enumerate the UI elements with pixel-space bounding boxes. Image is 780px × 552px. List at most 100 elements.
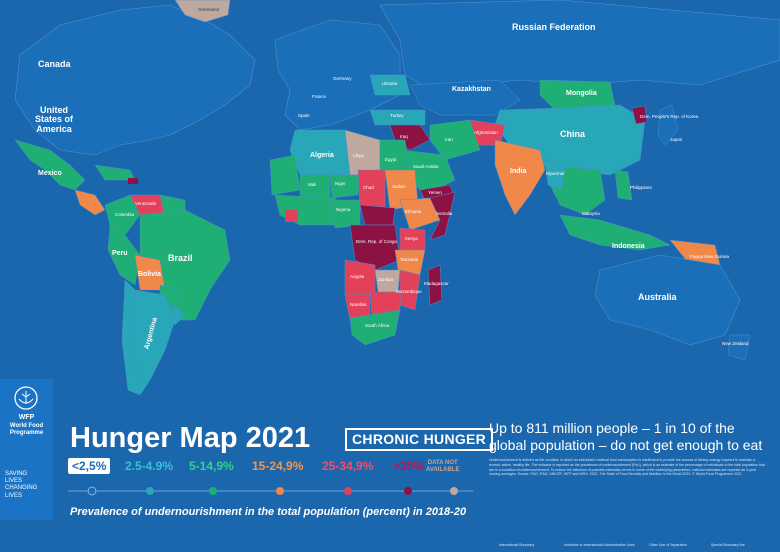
label-nigeria: Nigeria xyxy=(336,207,351,212)
label-niger: Niger xyxy=(335,181,346,186)
headline-text: Up to 811 million people – 1 in 10 of th… xyxy=(489,420,763,453)
map-caption: Prevalence of undernourishment in the to… xyxy=(70,506,467,518)
iran-region xyxy=(429,119,481,161)
logo-abbr: WFP xyxy=(18,414,35,421)
north-america-landmass xyxy=(14,4,256,156)
boundary-legend: International Boundary Armistice or Inte… xyxy=(489,543,769,549)
label-kenya: Kenya xyxy=(405,236,418,241)
logo-name: World Food Programme xyxy=(0,423,53,437)
label-iran: Iran xyxy=(445,137,453,142)
iraq-syria-region xyxy=(389,124,431,151)
label-kazakhstan: Kazakhstan xyxy=(452,86,491,93)
scale-dot-0 xyxy=(87,486,97,496)
legend-item-1: 2.5-4.9% xyxy=(125,459,174,473)
label-turkey: Turkey xyxy=(390,113,404,118)
label-afghanistan: Afghanistan xyxy=(474,130,498,135)
label-dprk: Dem. People's Rep. of Korea xyxy=(640,114,699,119)
label-libya: Libya xyxy=(353,153,364,158)
label-france: France xyxy=(312,94,327,99)
australia-region xyxy=(594,254,741,346)
legend: <2,5% 2.5-4.9% 5-14,9% 15-24,9% 25-34,9%… xyxy=(68,458,473,476)
botswana-zimbabwe-region xyxy=(369,291,401,316)
turkey-region xyxy=(369,109,426,126)
peru-region xyxy=(107,224,141,286)
label-germany: Germany xyxy=(333,76,352,81)
label-yemen: Yemen xyxy=(428,190,442,195)
central-america-region xyxy=(74,189,106,216)
ukraine-region xyxy=(369,74,411,96)
label-spain: Spain xyxy=(298,113,310,118)
greenland-landmass xyxy=(174,0,231,23)
label-namibia: Namibia xyxy=(350,302,367,307)
label-angola: Angola xyxy=(350,274,365,279)
label-venezuela: Venezuela xyxy=(135,201,157,206)
label-malaysia: Malaysia xyxy=(582,211,600,216)
logo-tag4: LIVES xyxy=(5,492,23,499)
scale-dot-na xyxy=(450,487,458,495)
south-africa-region xyxy=(349,309,401,346)
label-brazil: Brazil xyxy=(168,253,193,263)
boundary-item-1: Armistice or International Administrativ… xyxy=(564,543,635,547)
label-philippines: Philippines xyxy=(630,185,652,190)
label-usa: United States of America xyxy=(34,105,73,134)
scale-dot-2 xyxy=(209,487,217,495)
new-zealand-region xyxy=(727,334,751,361)
madagascar-region xyxy=(427,264,443,306)
label-tanzania: Tanzania xyxy=(400,257,419,262)
indonesia-region xyxy=(559,214,671,251)
label-china: China xyxy=(560,129,586,139)
wfp-emblem-icon xyxy=(14,386,38,410)
label-chad: Chad xyxy=(363,185,374,190)
label-mali: Mali xyxy=(308,182,317,187)
methodology-notes: Undernourishment is defined as the condi… xyxy=(489,458,765,477)
label-mexico: Mexico xyxy=(38,170,62,177)
label-south-africa: South Africa xyxy=(365,323,390,328)
label-somalia: Somalia xyxy=(436,211,453,216)
label-australia: Australia xyxy=(638,292,677,302)
chile-region xyxy=(121,279,141,396)
label-drc: Dem. Rep. of Congo xyxy=(356,239,398,244)
label-bolivia: Bolivia xyxy=(138,271,161,278)
india-region xyxy=(494,139,546,216)
label-new-zealand: New Zealand xyxy=(722,341,749,346)
label-saudi: Saudi Arabia xyxy=(413,164,439,169)
philippines-region xyxy=(614,169,633,201)
legend-item-3: 15-24,9% xyxy=(252,459,304,473)
legend-item-4: 25-34,9% xyxy=(322,459,374,473)
drc-region xyxy=(349,224,401,271)
japan-region xyxy=(657,104,679,146)
logo-tag3: CHANGING xyxy=(5,485,38,492)
label-indonesia: Indonesia xyxy=(612,243,645,250)
europe-landmass xyxy=(274,19,401,131)
logo-name-line2: Programme xyxy=(9,429,44,436)
legend-item-5: >35% xyxy=(393,459,425,473)
wfp-logo-panel: WFP World Food Programme SAVING LIVES CH… xyxy=(0,379,53,520)
label-greenland: Greenland xyxy=(198,7,220,12)
label-zambia: Zambia xyxy=(378,277,394,282)
label-colombia: Colombia xyxy=(115,212,135,217)
logo-tag2: LIVES xyxy=(5,478,23,485)
logo-name-line1: World Food xyxy=(9,423,44,429)
mauritania-region xyxy=(269,154,301,196)
label-ethiopia: Ethiopia xyxy=(405,209,422,214)
label-madagascar: Madagascar xyxy=(424,281,449,286)
label-myanmar: Myanmar xyxy=(546,171,565,176)
legend-no-data-line2: AVAILABLE xyxy=(426,467,460,473)
legend-item-2: 5-14,9% xyxy=(189,459,234,473)
kazakhstan-region xyxy=(409,79,521,116)
somalia-region xyxy=(429,191,456,241)
boundary-item-3: Special Boundary line xyxy=(711,543,745,547)
label-papua: Papua New Guinea xyxy=(690,254,730,259)
legend-item-0: <2,5% xyxy=(68,458,111,474)
label-iraq: Iraq xyxy=(400,134,408,139)
label-peru: Peru xyxy=(112,250,128,257)
myanmar-region xyxy=(544,159,566,191)
label-mozambique: Mozambique xyxy=(396,289,422,294)
label-sudan: Sudan xyxy=(392,184,406,189)
chronic-hunger-badge: CHRONIC HUNGER xyxy=(345,428,494,451)
colombia-region xyxy=(104,194,141,236)
label-russia: Russian Federation xyxy=(512,22,596,32)
label-ukraine: Ukraine xyxy=(382,81,398,86)
legend-no-data-line1: DATA NOT xyxy=(427,460,458,466)
